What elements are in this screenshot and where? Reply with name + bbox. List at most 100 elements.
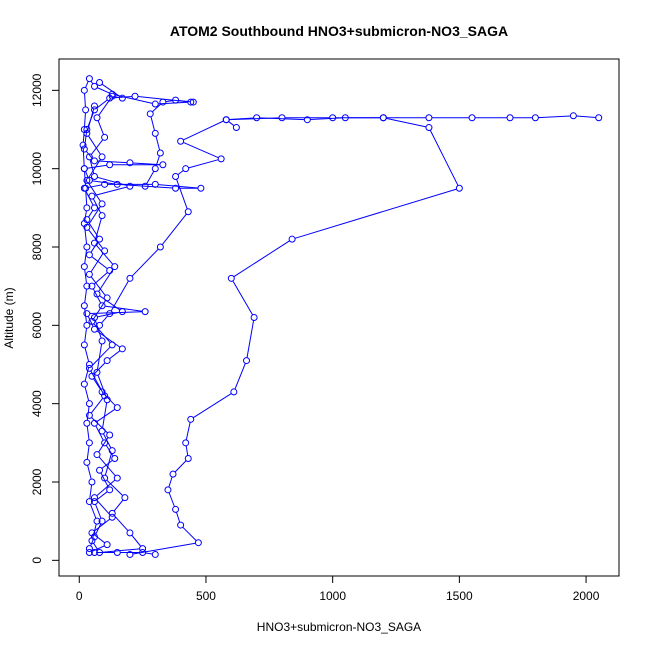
data-point bbox=[80, 165, 88, 173]
data-point bbox=[83, 176, 91, 184]
y-tick-label: 4000 bbox=[30, 390, 44, 417]
data-point bbox=[187, 415, 195, 423]
series-segment bbox=[152, 103, 162, 113]
series-segment bbox=[85, 171, 89, 178]
series-segment bbox=[84, 269, 87, 284]
data-point bbox=[82, 184, 90, 192]
series-segment bbox=[90, 504, 97, 519]
series-segment bbox=[84, 93, 86, 107]
series-segment bbox=[93, 323, 111, 343]
data-point bbox=[82, 106, 90, 114]
series-segment bbox=[234, 363, 246, 390]
series-segment bbox=[294, 188, 457, 239]
x-tick-label: 500 bbox=[196, 589, 216, 603]
series-segment bbox=[97, 120, 104, 135]
data-point bbox=[425, 124, 433, 132]
series-group bbox=[79, 75, 205, 558]
series-segment bbox=[176, 512, 181, 523]
data-point bbox=[126, 529, 134, 537]
data-point bbox=[106, 310, 114, 318]
data-point bbox=[85, 361, 93, 368]
series-segment bbox=[576, 115, 596, 119]
data-point bbox=[227, 274, 235, 282]
data-point bbox=[151, 100, 159, 108]
series-segment bbox=[95, 504, 102, 519]
series-segment bbox=[386, 117, 427, 128]
series-segment bbox=[106, 479, 124, 496]
data-point bbox=[278, 114, 286, 122]
y-tick-label: 2000 bbox=[30, 468, 44, 495]
series-segment bbox=[90, 241, 99, 253]
series-segment bbox=[182, 526, 197, 541]
data-point bbox=[103, 357, 111, 365]
chart-title: ATOM2 Southbound HNO3+submicron-NO3_SAGA bbox=[170, 23, 508, 39]
series-segment bbox=[185, 422, 191, 441]
data-point bbox=[531, 114, 539, 122]
data-point bbox=[243, 357, 251, 365]
data-point bbox=[126, 274, 134, 282]
data-point bbox=[88, 282, 96, 290]
series-segment bbox=[150, 116, 156, 131]
series-group bbox=[141, 96, 197, 190]
data-point bbox=[172, 173, 180, 180]
series-segment bbox=[96, 245, 114, 265]
series-segment bbox=[90, 80, 94, 85]
data-point bbox=[85, 498, 93, 506]
series-segment bbox=[183, 120, 224, 141]
data-point bbox=[93, 517, 101, 525]
series-segment bbox=[88, 210, 94, 218]
data-point bbox=[425, 114, 433, 122]
data-point bbox=[83, 321, 91, 329]
series-segment bbox=[84, 249, 87, 264]
data-point bbox=[101, 180, 109, 188]
data-point bbox=[250, 314, 258, 321]
series-segment bbox=[93, 272, 108, 285]
data-point bbox=[85, 411, 93, 419]
series-segment bbox=[93, 362, 106, 375]
series-segment bbox=[109, 350, 121, 360]
series-segment bbox=[115, 96, 120, 99]
series-segment bbox=[90, 139, 104, 155]
series-segment bbox=[158, 101, 188, 105]
y-tick-label: 8000 bbox=[30, 233, 44, 260]
data-point bbox=[90, 106, 98, 114]
data-point bbox=[164, 486, 172, 494]
series-segment bbox=[165, 100, 173, 103]
series-segment bbox=[84, 289, 87, 303]
data-point bbox=[113, 404, 121, 412]
data-point bbox=[83, 126, 91, 133]
series-segment bbox=[91, 346, 111, 367]
data-point bbox=[88, 192, 96, 200]
series-segment bbox=[132, 542, 196, 555]
data-point bbox=[118, 308, 126, 316]
series-segment bbox=[229, 117, 280, 121]
y-tick-label: 0 bbox=[30, 557, 44, 564]
data-point bbox=[98, 153, 106, 161]
series-segment bbox=[88, 221, 99, 237]
data-point bbox=[83, 419, 91, 427]
x-tick-label: 0 bbox=[76, 589, 83, 603]
data-point bbox=[101, 247, 109, 255]
data-point bbox=[329, 114, 337, 122]
data-point bbox=[230, 388, 238, 396]
series-segment bbox=[95, 523, 102, 535]
data-point bbox=[194, 539, 202, 547]
data-point bbox=[113, 549, 121, 556]
data-point bbox=[126, 159, 134, 167]
series-layer bbox=[79, 75, 603, 558]
series-segment bbox=[91, 545, 105, 552]
series-segment bbox=[131, 248, 159, 277]
data-point bbox=[106, 486, 114, 494]
data-point bbox=[455, 184, 463, 192]
series-segment bbox=[97, 176, 128, 186]
plot-frame bbox=[58, 58, 620, 577]
data-point bbox=[101, 392, 109, 400]
data-point bbox=[151, 550, 159, 558]
x-axis-label: HNO3+submicron-NO3_SAGA bbox=[257, 620, 421, 634]
data-point bbox=[90, 82, 98, 90]
series-segment bbox=[155, 136, 161, 151]
series-segment bbox=[246, 320, 255, 358]
data-point bbox=[121, 494, 129, 502]
data-point bbox=[96, 321, 104, 329]
series-segment bbox=[90, 397, 104, 414]
